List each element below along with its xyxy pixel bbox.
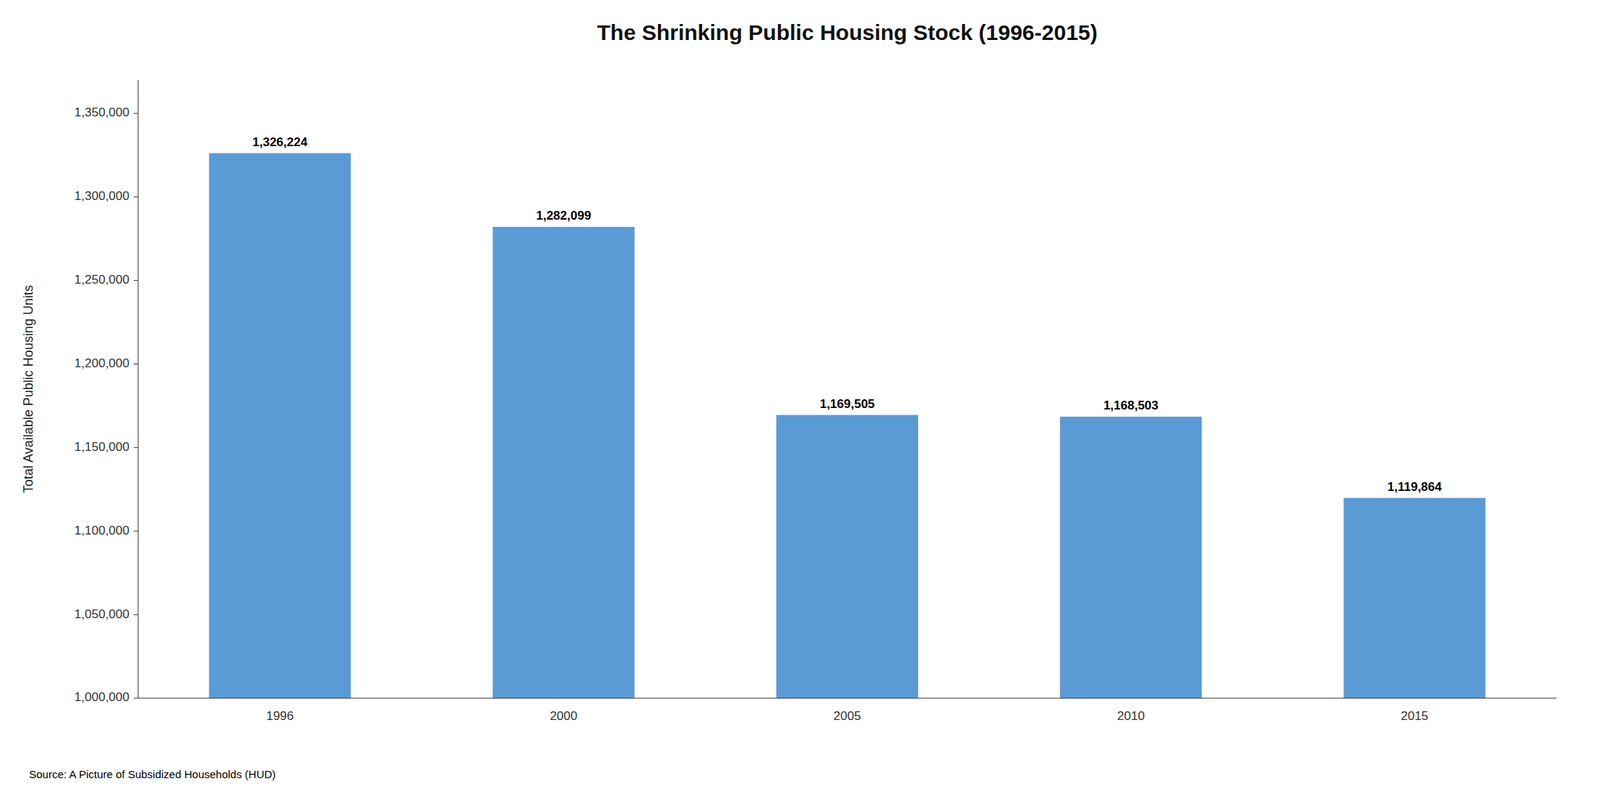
y-tick xyxy=(133,530,139,532)
y-tick xyxy=(133,279,139,281)
y-tick-label: 1,300,000 xyxy=(74,189,130,203)
y-tick xyxy=(133,697,139,699)
bar xyxy=(1343,497,1486,698)
chart-container: 1,000,000 1,050,000 1,100,000 1,150,000 1,20… xyxy=(0,0,1600,800)
x-tick-label: 1996 xyxy=(266,708,294,723)
y-tick xyxy=(133,614,139,615)
chart-title: The Shrinking Public Housing Stock (1996… xyxy=(596,20,1098,45)
x-tick-label: 2010 xyxy=(1117,708,1145,723)
data-label: 1,119,864 xyxy=(1387,479,1443,494)
data-label: 1,282,099 xyxy=(535,208,592,223)
y-tick-label: 1,350,000 xyxy=(74,105,130,120)
chart-svg: 1,000,000 1,050,000 1,100,000 1,150,000 1,20… xyxy=(0,0,1600,800)
source-note: Source: A Picture of Subsidized Househol… xyxy=(29,767,276,781)
data-label: 1,168,503 xyxy=(1103,398,1159,413)
bar xyxy=(492,226,635,698)
x-tick-label: 2005 xyxy=(833,708,862,723)
y-tick xyxy=(133,447,139,448)
y-tick-label: 1,000,000 xyxy=(74,689,130,704)
y-tick xyxy=(133,112,139,114)
y-tick xyxy=(133,196,139,198)
y-tick-label: 1,050,000 xyxy=(74,606,130,621)
y-tick-label: 1,100,000 xyxy=(74,523,130,538)
x-tick-label: 2015 xyxy=(1400,708,1429,723)
bars xyxy=(209,153,1486,698)
y-tick xyxy=(133,363,139,365)
x-tick-label: 2000 xyxy=(549,708,578,723)
y-axis-line xyxy=(138,79,139,698)
y-axis-label: Total Available Public Housing Units xyxy=(21,284,36,493)
data-label: 1,169,505 xyxy=(819,396,876,411)
y-tick-label: 1,200,000 xyxy=(74,356,130,371)
y-tick-label: 1,250,000 xyxy=(74,272,130,287)
bar xyxy=(209,153,352,698)
data-label: 1,326,224 xyxy=(252,135,308,150)
bar xyxy=(776,415,919,698)
y-tick-label: 1,150,000 xyxy=(74,439,130,454)
bar xyxy=(1059,416,1202,698)
x-axis-line xyxy=(138,697,1557,699)
